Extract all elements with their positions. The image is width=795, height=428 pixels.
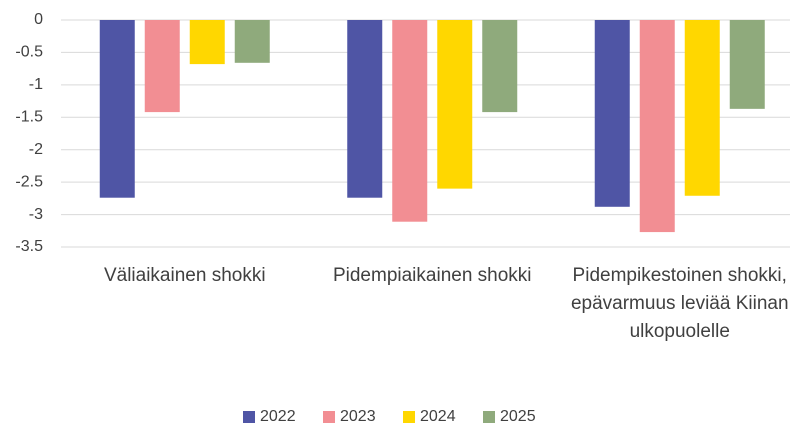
y-tick-label: -2: [29, 141, 43, 158]
y-tick-label: -2.5: [15, 173, 43, 190]
bar: [482, 20, 518, 113]
bar: [189, 20, 225, 65]
y-tick-label: -3: [29, 206, 43, 223]
bar: [234, 20, 270, 63]
bar: [99, 20, 135, 198]
bar: [684, 20, 720, 196]
legend-label: 2022: [260, 408, 296, 425]
x-tick-label: Pidempiaikainen shokki: [332, 265, 532, 286]
x-tick-label: Väliaikainen shokki: [103, 265, 266, 286]
legend-label: 2024: [420, 408, 456, 425]
y-tick-label: -0.5: [15, 44, 43, 61]
legend-swatch: [403, 411, 415, 423]
legend-swatch: [483, 411, 495, 423]
legend-label: 2025: [500, 408, 536, 425]
bar: [594, 20, 630, 207]
y-tick-label: -1.5: [15, 109, 43, 126]
bar: [437, 20, 473, 189]
legend-label: 2023: [340, 408, 376, 425]
bar: [392, 20, 428, 222]
bar: [347, 20, 383, 198]
bar: [144, 20, 180, 113]
y-tick-label: 0: [34, 11, 43, 28]
bar: [639, 20, 675, 233]
bar: [729, 20, 765, 109]
legend-swatch: [323, 411, 335, 423]
legend-swatch: [243, 411, 255, 423]
y-tick-label: -1: [29, 76, 43, 93]
y-tick-label: -3.5: [15, 238, 43, 255]
x-tick-label: Pidempikestoinen shokki, epävarmuus levi…: [570, 265, 789, 342]
